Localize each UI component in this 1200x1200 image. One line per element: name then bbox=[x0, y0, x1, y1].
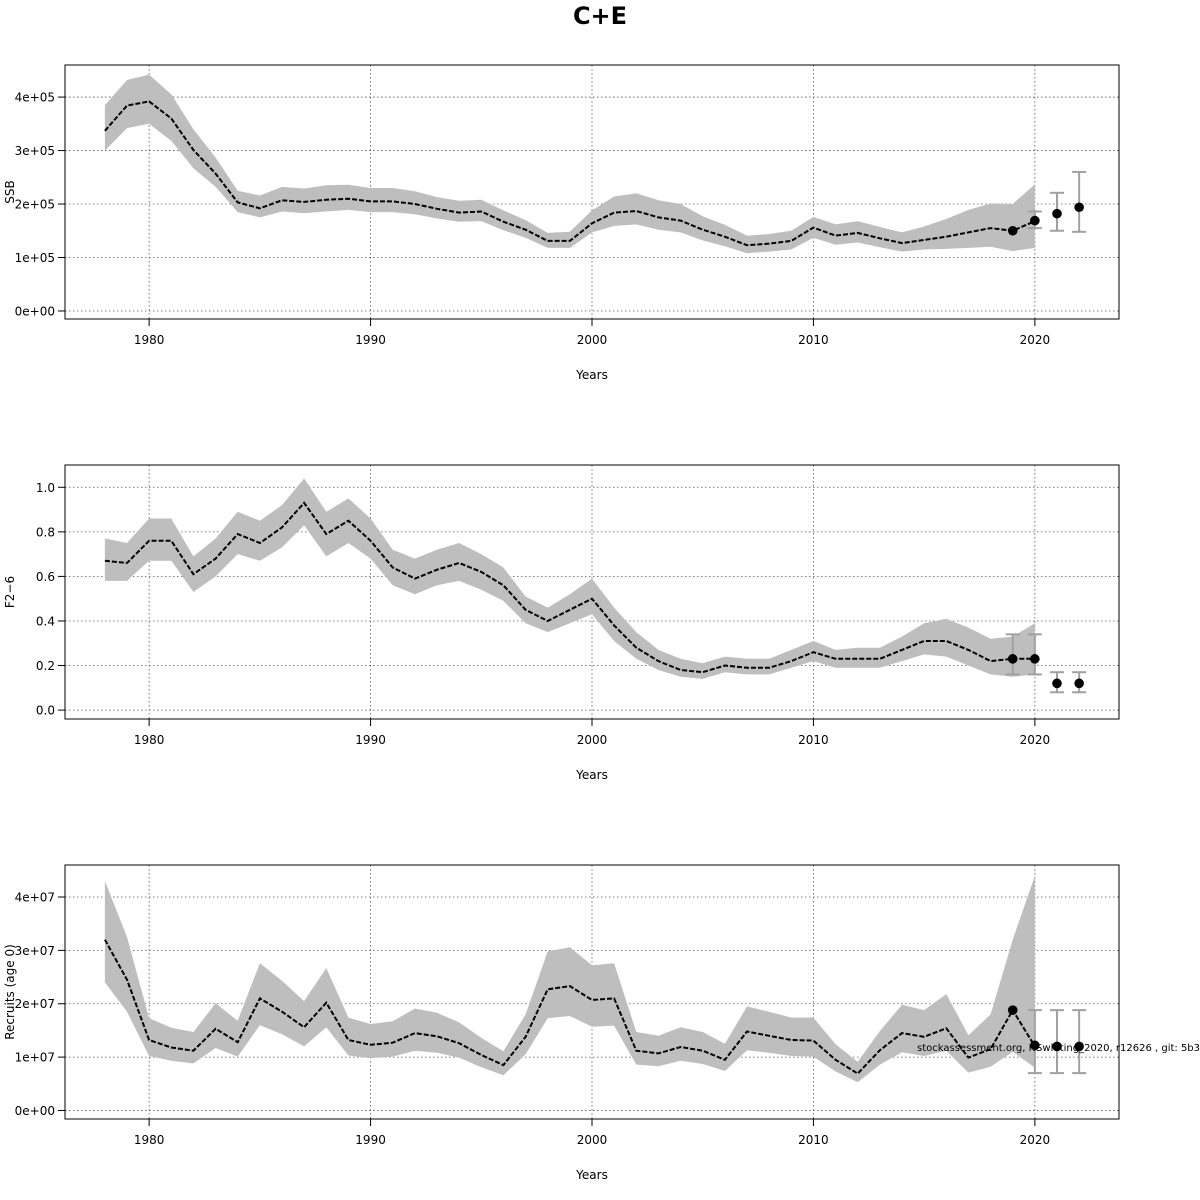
fbar-y-tick-label-5: 1.0 bbox=[36, 481, 55, 495]
recruits-estimate-line bbox=[104, 939, 1036, 1075]
recruits-y-tick-label-1: 1e+07 bbox=[15, 1051, 55, 1065]
recruits-error-bar-2021 bbox=[1050, 1009, 1064, 1075]
recruits-y-tick-label-0: 0e+00 bbox=[15, 1104, 55, 1118]
ssb-confidence-band bbox=[104, 74, 1035, 254]
fbar-y-tick-label-3: 0.6 bbox=[36, 570, 55, 584]
recruits-point-2020 bbox=[1030, 1040, 1040, 1051]
fbar-x-tick-label-4: 2020 bbox=[1020, 733, 1051, 747]
fbar-y-tick-label-0: 0.0 bbox=[36, 704, 55, 718]
recruits-x-tick-label-2: 2000 bbox=[577, 1133, 608, 1147]
ssb-x-tick-label-4: 2020 bbox=[1020, 333, 1051, 347]
ssb-panel: 1980 1990 2000 2010 2020 0e+00 1e+05 2e+05 3e+05… bbox=[3, 64, 1120, 382]
ssb-x-tick-label-2: 2000 bbox=[577, 333, 608, 347]
ssb-x-tick-label-3: 2010 bbox=[798, 333, 829, 347]
recruits-y-tick-label-2: 2e+07 bbox=[15, 997, 55, 1011]
recruits-panel: 1980 1990 2000 2010 2020 0e+00 1e+07 2e+07 3e+07… bbox=[3, 864, 1200, 1182]
page-title: C+E bbox=[572, 2, 628, 30]
fbar-x-tick-label-1: 1990 bbox=[355, 733, 386, 747]
ssb-estimate-line bbox=[104, 100, 1036, 247]
fbar-panel: 1980 1990 2000 2010 2020 0.0 0.2 0.4 0.6 0.8 1.0 Ye… bbox=[3, 464, 1120, 782]
ssb-y-axis-title: SSB bbox=[3, 180, 17, 203]
ssb-x-tick-label-0: 1980 bbox=[134, 333, 165, 347]
ssb-x-axis-title: Years bbox=[575, 368, 608, 382]
ssb-y-tick-label-0: 0e+00 bbox=[15, 304, 55, 318]
recruits-x-tick-label-0: 1980 bbox=[134, 1133, 165, 1147]
recruits-error-bar-2022 bbox=[1072, 1009, 1087, 1075]
fbar-y-tick-label-2: 0.4 bbox=[36, 614, 55, 628]
fbar-y-axis-title: F2−6 bbox=[3, 576, 17, 608]
fbar-x-tick-label-0: 1980 bbox=[134, 733, 165, 747]
fbar-point-2019 bbox=[1007, 654, 1018, 664]
recruits-x-tick-label-3: 2010 bbox=[798, 1133, 829, 1147]
ssb-point-2020 bbox=[1030, 215, 1040, 226]
ssb-point-2019 bbox=[1007, 225, 1018, 236]
ssb-y-tick-label-1: 1e+05 bbox=[15, 251, 55, 265]
fbar-y-tick-label-1: 0.2 bbox=[36, 659, 55, 673]
recruits-x-axis-title: Years bbox=[575, 1168, 608, 1182]
recruits-annotation: stockassessment.org, NSwhiting_2020, r12… bbox=[917, 1043, 1200, 1054]
ssb-point-2021 bbox=[1052, 208, 1062, 219]
ssb-y-tick-label-2: 2e+05 bbox=[15, 198, 55, 212]
fbar-x-tick-label-2: 2000 bbox=[577, 733, 608, 747]
recruits-confidence-band bbox=[104, 875, 1035, 1083]
recruits-point-2022 bbox=[1074, 1041, 1084, 1052]
fbar-y-tick-label-4: 0.8 bbox=[36, 525, 55, 539]
recruits-y-tick-label-3: 3e+07 bbox=[15, 944, 55, 958]
ssb-y-tick-label-3: 3e+05 bbox=[15, 144, 55, 158]
ssb-point-2022 bbox=[1074, 202, 1084, 213]
recruits-point-2019 bbox=[1007, 1005, 1018, 1015]
ssb-y-tick-label-4: 4e+05 bbox=[15, 91, 55, 105]
recruits-x-tick-label-1: 1990 bbox=[355, 1133, 386, 1147]
ssb-x-tick-label-1: 1990 bbox=[355, 333, 386, 347]
fbar-point-2022 bbox=[1074, 678, 1084, 689]
recruits-point-2021 bbox=[1052, 1041, 1062, 1052]
recruits-x-tick-label-4: 2020 bbox=[1020, 1133, 1051, 1147]
fbar-estimate-line bbox=[104, 501, 1035, 674]
fbar-x-axis-title: Years bbox=[575, 768, 608, 782]
fbar-point-2021 bbox=[1052, 678, 1062, 689]
fbar-point-2020 bbox=[1030, 654, 1040, 664]
ssb-error-bar-2022 bbox=[1072, 170, 1087, 233]
recruits-y-axis-title: Recruits (age 0) bbox=[3, 944, 17, 1040]
fbar-confidence-band bbox=[104, 478, 1035, 679]
fbar-x-tick-label-3: 2010 bbox=[798, 733, 829, 747]
recruits-y-tick-label-4: 4e+07 bbox=[15, 891, 55, 905]
